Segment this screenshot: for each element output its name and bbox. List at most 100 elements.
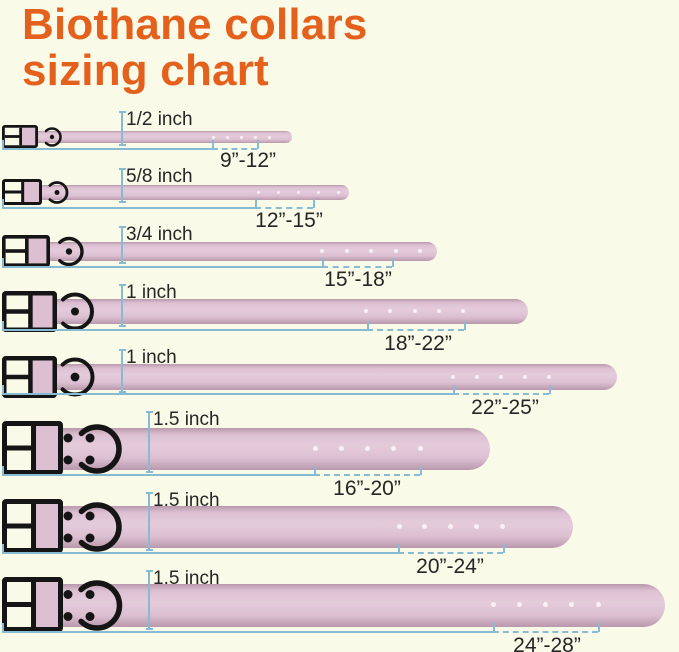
measure-tick-start <box>453 385 455 394</box>
width-label: 5/8 inch <box>126 166 193 187</box>
width-indicator-line <box>146 411 153 473</box>
rivet-icon <box>63 590 73 599</box>
strap-hole <box>369 249 373 253</box>
measure-line-dashed <box>314 474 420 476</box>
measure-left-riser <box>2 466 4 475</box>
rivet-icon <box>63 433 73 443</box>
measure-line-dashed <box>322 266 392 268</box>
buckle-ring-icon <box>2 356 95 398</box>
measure-line-solid <box>2 266 322 268</box>
measure-tick-start <box>212 140 214 149</box>
strap-hole <box>461 309 465 313</box>
measure-line-dashed <box>212 148 257 150</box>
measure-line-solid <box>2 474 314 476</box>
collar-strap <box>4 242 437 261</box>
measure-line-solid <box>2 329 367 331</box>
measure-tick-end <box>392 258 394 267</box>
title-line-1: Biothane collars <box>22 0 368 49</box>
measure-line-solid <box>2 148 212 150</box>
measure-tick-end <box>257 140 259 149</box>
width-label: 1.5 inch <box>153 568 220 589</box>
rivet-icon <box>85 455 95 465</box>
measure-left-riser <box>2 321 4 330</box>
strap-hole <box>388 309 393 313</box>
strap-hole <box>225 135 229 139</box>
size-range-label: 12”-15” <box>255 209 323 232</box>
strap-hole <box>364 309 368 313</box>
width-indicator-line <box>119 349 126 393</box>
collar-strap <box>4 131 292 143</box>
measure-tick-end <box>503 544 505 553</box>
title-line-2: sizing chart <box>22 45 269 95</box>
measure-left-riser <box>2 258 4 267</box>
size-range-label: 24”-28” <box>513 634 581 652</box>
width-label: 1 inch <box>126 347 177 368</box>
measure-line-solid <box>2 207 255 209</box>
strap-hole <box>547 375 551 379</box>
buckle-ring-icon <box>2 124 62 149</box>
strap-hole <box>595 601 601 607</box>
strap-hole <box>316 190 320 194</box>
strap-hole <box>422 523 428 529</box>
measure-line-dashed <box>367 329 464 331</box>
size-range-label: 16”-20” <box>333 477 401 500</box>
width-indicator-line <box>146 492 153 551</box>
rivet-icon <box>85 533 95 543</box>
strap-hole <box>267 135 271 139</box>
buckle-dring-icon <box>2 499 122 553</box>
strap-hole <box>396 523 402 529</box>
strap-hole <box>391 445 397 451</box>
strap-hole <box>336 190 340 194</box>
measure-left-riser <box>2 623 4 632</box>
width-label: 1.5 inch <box>153 490 220 511</box>
strap-hole <box>418 249 422 253</box>
page-title: Biothane collars sizing chart <box>22 2 368 94</box>
strap-hole <box>451 375 455 379</box>
measure-tick-start <box>367 321 369 330</box>
width-label: 1 inch <box>126 282 177 303</box>
strap-hole <box>338 445 344 451</box>
measure-left-riser <box>2 140 4 149</box>
width-indicator-line <box>119 226 126 264</box>
buckle-ring-icon <box>2 179 69 205</box>
measure-line-dashed <box>453 393 549 395</box>
width-label: 1.5 inch <box>153 409 220 430</box>
rivet-icon <box>63 455 73 465</box>
rivet-icon <box>85 511 95 521</box>
strap-hole <box>448 523 453 529</box>
measure-tick-end <box>420 466 422 475</box>
measure-tick-end <box>598 623 600 632</box>
strap-hole <box>475 375 479 379</box>
measure-left-riser <box>2 199 4 208</box>
measure-tick-end <box>549 385 551 394</box>
width-label: 3/4 inch <box>126 224 193 245</box>
strap-hole <box>344 249 349 253</box>
strap-hole <box>490 601 496 607</box>
strap-hole <box>499 375 503 379</box>
measure-tick-end <box>464 321 466 330</box>
width-indicator-line <box>119 284 126 327</box>
size-range-label: 20”-24” <box>416 555 484 578</box>
strap-hole <box>569 601 575 607</box>
measure-left-riser <box>2 385 4 394</box>
strap-hole <box>365 445 370 451</box>
measure-left-riser <box>2 544 4 553</box>
measure-line-dashed <box>255 207 313 209</box>
strap-hole <box>436 309 441 313</box>
strap-hole <box>473 523 479 529</box>
size-range-label: 15”-18” <box>324 268 392 291</box>
strap-hole <box>239 135 243 139</box>
rivet-icon <box>85 433 95 443</box>
measure-tick-start <box>255 199 257 208</box>
measure-line-solid <box>2 393 453 395</box>
strap-hole <box>393 249 398 253</box>
size-range-label: 22”-25” <box>471 396 539 419</box>
width-indicator-line <box>119 111 126 146</box>
measure-line-solid <box>2 552 398 554</box>
measure-tick-start <box>493 623 495 632</box>
rivet-icon <box>85 590 95 599</box>
strap-hole <box>211 135 215 139</box>
strap-hole <box>412 309 417 313</box>
width-indicator-line <box>119 168 126 203</box>
rivet-icon <box>85 612 95 621</box>
